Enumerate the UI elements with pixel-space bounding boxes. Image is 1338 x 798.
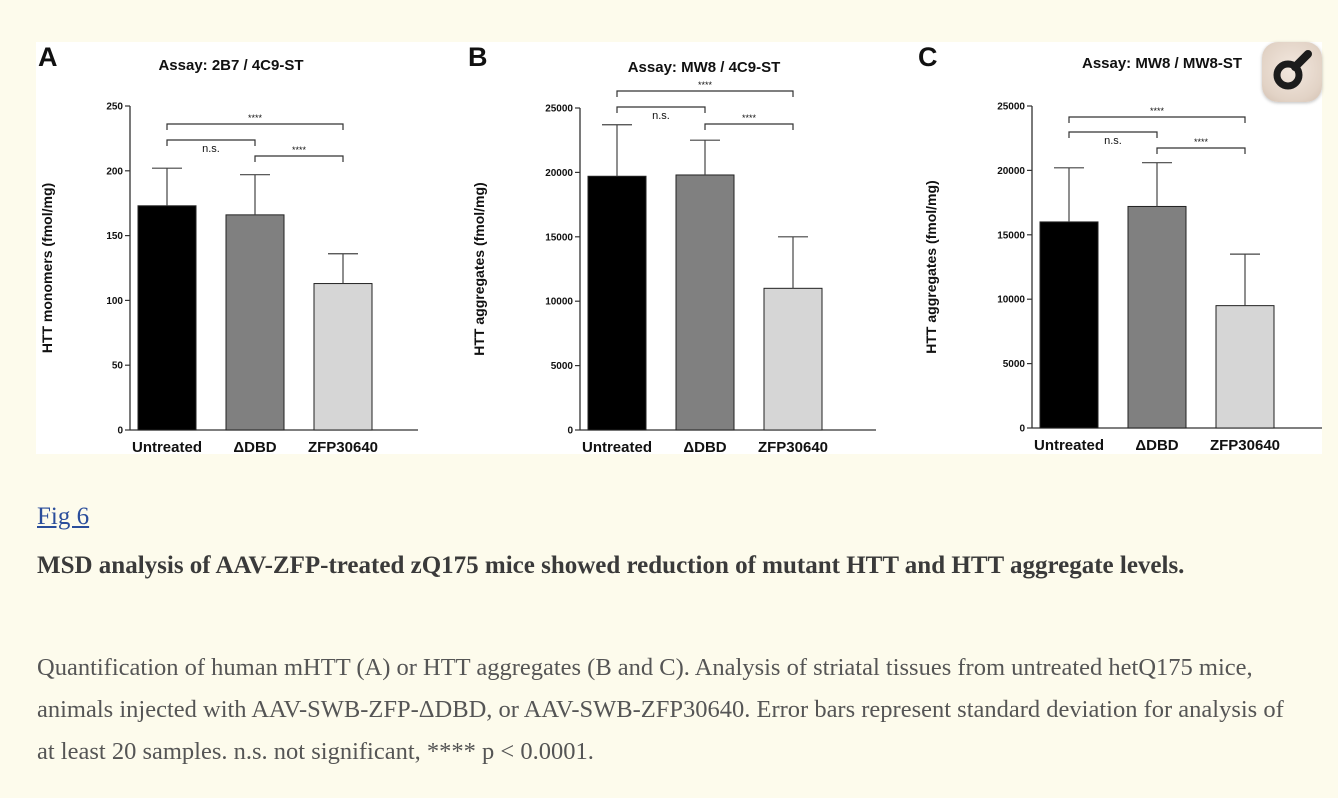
panel-c-sig-bracket xyxy=(1068,131,1158,138)
panel-c-letter: C xyxy=(918,42,938,72)
panel-c-y-tick-label: 5000 xyxy=(1003,359,1026,370)
figure-image[interactable]: A Assay: 2B7 / 4C9-ST HTT monomers (fmol/m… xyxy=(36,42,1322,454)
panel-b-category-label: ZFP30640 xyxy=(758,439,828,454)
panel-a-sig-bracket xyxy=(166,139,256,146)
panel-c-y-tick-label: 0 xyxy=(1019,424,1025,435)
panel-c-ylabel: HTT aggregates (fmol/mg) xyxy=(923,180,939,353)
panel-c-y-tick-label: 25000 xyxy=(997,102,1025,113)
panel-b-bar xyxy=(587,175,647,431)
panel-a-category-label: Untreated xyxy=(132,439,202,454)
panel-b-y-tick-label: 5000 xyxy=(551,361,574,372)
panel-b-sig-bracket xyxy=(704,123,794,130)
panel-c-bar xyxy=(1127,205,1187,429)
panel-b-category-label: Untreated xyxy=(582,439,652,454)
panel-c-category-label: ZFP30640 xyxy=(1210,437,1280,454)
panel-a-letter: A xyxy=(38,42,58,72)
panel-a-title: Assay: 2B7 / 4C9-ST xyxy=(158,57,303,74)
panel-c-sig-label: **** xyxy=(1194,137,1209,147)
panel-c-y-tick-label: 10000 xyxy=(997,295,1025,306)
panel-a-y-tick-label: 50 xyxy=(112,361,124,372)
panel-b-y-tick-label: 0 xyxy=(567,426,573,437)
panel-c-y-tick-label: 15000 xyxy=(997,230,1025,241)
figure-link[interactable]: Fig 6 xyxy=(37,503,90,530)
panel-b-sig-label: n.s. xyxy=(652,110,670,122)
panel-a-sig-label: **** xyxy=(248,113,263,123)
panel-c-sig-bracket xyxy=(1156,147,1246,154)
panel-a-y-tick-label: 150 xyxy=(106,231,123,242)
panel-b-y-tick-label: 10000 xyxy=(545,297,573,308)
panel-c-sig-label: n.s. xyxy=(1104,135,1122,147)
panel-b-y-tick-label: 20000 xyxy=(545,168,573,179)
panel-a-bar xyxy=(137,205,197,431)
panel-a-category-label: ΔDBD xyxy=(233,439,276,454)
panel-c-category-label: Untreated xyxy=(1034,437,1104,454)
chart-svg: A Assay: 2B7 / 4C9-ST HTT monomers (fmol/m… xyxy=(38,42,1322,454)
panel-b-bar xyxy=(675,174,735,431)
panel-a-ylabel: HTT monomers (fmol/mg) xyxy=(39,183,55,353)
figure-title: MSD analysis of AAV-ZFP-treated zQ175 mi… xyxy=(37,552,1185,579)
panel-a-sig-bracket xyxy=(166,123,344,130)
panel-b-bar xyxy=(763,287,823,431)
panel-c-sig-bracket xyxy=(1068,116,1246,123)
panel-c-bar xyxy=(1039,221,1099,429)
panel-c-title: Assay: MW8 / MW8-ST xyxy=(1082,55,1242,72)
panel-c-y-tick-label: 20000 xyxy=(997,166,1025,177)
panel-a-bar xyxy=(313,283,373,431)
panel-a-y-tick-label: 250 xyxy=(106,102,123,113)
panel-a-y-tick-label: 0 xyxy=(117,426,123,437)
panel-b-sig-bracket xyxy=(616,106,706,113)
panel-b-y-tick-label: 25000 xyxy=(545,104,573,115)
panel-c-bar xyxy=(1215,305,1275,429)
panel-b-category-label: ΔDBD xyxy=(683,439,726,454)
panel-a-category-label: ZFP30640 xyxy=(308,439,378,454)
figure-caption: Quantification of human mHTT (A) or HTT … xyxy=(37,654,1284,765)
panel-b-ylabel: HTT aggregates (fmol/mg) xyxy=(471,182,487,355)
panel-c-category-label: ΔDBD xyxy=(1135,437,1178,454)
panel-a-y-tick-label: 200 xyxy=(106,166,123,177)
panel-b-y-tick-label: 15000 xyxy=(545,232,573,243)
panel-b-sig-bracket xyxy=(616,90,794,97)
panel-b-sig-label: **** xyxy=(698,80,713,90)
zoom-button[interactable] xyxy=(1262,42,1322,102)
panel-a-bar xyxy=(225,214,285,431)
panel-a-sig-label: n.s. xyxy=(202,143,220,155)
panel-b-title: Assay: MW8 / 4C9-ST xyxy=(628,59,781,76)
panel-a-sig-label: **** xyxy=(292,145,307,155)
panel-a-sig-bracket xyxy=(254,155,344,162)
panel-b-sig-label: **** xyxy=(742,113,757,123)
panel-b-letter: B xyxy=(468,42,488,72)
panel-a-y-tick-label: 100 xyxy=(106,296,123,307)
magnifier-icon xyxy=(1273,50,1312,90)
panel-c-sig-label: **** xyxy=(1150,106,1165,116)
